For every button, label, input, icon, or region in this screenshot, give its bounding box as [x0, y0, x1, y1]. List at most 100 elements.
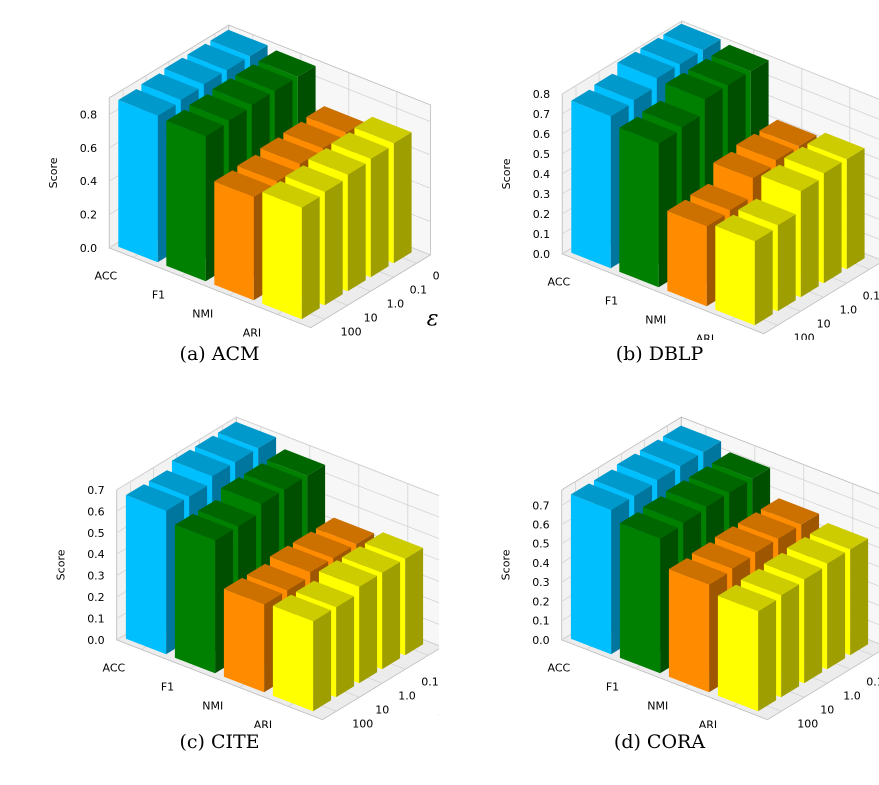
z-tick-label: 0.0 — [533, 248, 551, 261]
bar-top — [197, 499, 257, 527]
bar-front — [668, 569, 710, 693]
bar-top — [784, 146, 842, 174]
subplot-cora: 0.0 0.1 0.2 0.3 0.4 0.5 0.6 0.7 Score ACC F1 NMI ARI… — [440, 398, 879, 785]
bar-top — [760, 498, 820, 525]
bar-ari-eps-100 — [262, 181, 320, 320]
bar-top — [738, 198, 796, 226]
bar-top — [341, 546, 401, 573]
bar-top — [285, 165, 343, 192]
bar-top — [260, 137, 318, 164]
bar-top — [737, 512, 797, 539]
bar-top — [189, 94, 247, 121]
bar-top — [306, 106, 364, 133]
bar-front — [571, 100, 611, 269]
eps-tick-label: 1.0 — [398, 689, 416, 702]
metric-tick-label: F1 — [606, 680, 619, 693]
bar-front — [118, 100, 158, 263]
subplot-dblp: 0.0 0.1 0.2 0.3 0.4 0.5 0.6 0.7 0.8 Score ACC F1 NMI… — [440, 0, 879, 387]
bar-top — [619, 512, 679, 539]
bar-front — [272, 605, 314, 712]
z-axis-label: Score — [500, 549, 513, 580]
bar-top — [759, 119, 817, 147]
bar-top — [570, 483, 630, 510]
bar-top — [711, 452, 771, 479]
bar-top — [668, 558, 728, 585]
bar-top — [662, 425, 722, 453]
bar-top — [166, 109, 224, 137]
bars-group — [571, 23, 865, 326]
metric-tick-label: NMI — [202, 699, 223, 712]
metric-tick-label: ARI — [699, 718, 717, 728]
bar-side — [777, 214, 796, 312]
eps-tick-label: 1.0 — [840, 303, 858, 316]
z-tick-label: 0.6 — [87, 505, 105, 518]
bar-top — [220, 477, 280, 504]
z-tick-label: 0.0 — [532, 634, 550, 647]
z-tick-label: 0.1 — [87, 612, 105, 625]
metric-tick-label: ACC — [94, 269, 117, 282]
eps-tick-label: 100 — [352, 717, 373, 728]
bar-top — [258, 50, 316, 77]
z-axis-label: Score — [500, 158, 513, 189]
bar-top — [214, 170, 272, 197]
bar-top — [272, 594, 332, 622]
bar-side — [823, 162, 842, 284]
caption-dblp: (b) DBLP — [615, 343, 704, 365]
metric-tick-label: F1 — [152, 288, 165, 301]
bar-side — [347, 163, 366, 292]
z-tick-label: 0.1 — [533, 228, 551, 241]
bar-side — [370, 148, 389, 278]
z-tick-label: 0.3 — [87, 570, 105, 583]
z-tick-label: 0.6 — [532, 519, 550, 532]
bar-top — [235, 64, 293, 91]
bar-ari-eps-100 — [717, 584, 777, 712]
eps-tick-label: 10 — [375, 703, 389, 716]
bar-side — [781, 584, 800, 698]
z-tick-label: 0.5 — [532, 538, 550, 551]
bar-top — [667, 199, 725, 227]
bar-top — [763, 552, 823, 580]
bar-top — [617, 51, 675, 79]
metric-tick-label: ACC — [547, 661, 570, 674]
bar-top — [194, 435, 254, 463]
bars-group — [570, 425, 869, 712]
z-tick-label: 0.5 — [87, 527, 105, 540]
chart-dblp: 0.0 0.1 0.2 0.3 0.4 0.5 0.6 0.7 0.8 Score ACC F1 NMI… — [500, 20, 879, 340]
bar-front — [717, 595, 759, 712]
bar-top — [308, 148, 366, 175]
bar-top — [717, 584, 777, 612]
bar-top — [663, 23, 721, 51]
bar-top — [688, 58, 746, 86]
bar-top — [318, 560, 378, 587]
bar-top — [688, 466, 748, 493]
chart-cora: 0.0 0.1 0.2 0.3 0.4 0.5 0.6 0.7 Score ACC F1 NMI ARI… — [500, 416, 879, 728]
gridline-z — [116, 416, 439, 497]
bar-top — [283, 121, 341, 149]
bar-side — [804, 568, 823, 684]
bar-side — [336, 596, 355, 698]
bar-top — [691, 542, 751, 569]
bar-ari-eps-100 — [272, 594, 332, 712]
bar-top — [740, 568, 800, 596]
bar-top — [711, 44, 769, 72]
bar-top — [809, 523, 869, 550]
bar-top — [164, 57, 222, 85]
bar-side — [324, 181, 343, 306]
bar-top — [665, 480, 725, 507]
bar-top — [210, 29, 268, 57]
bar-front — [262, 192, 302, 320]
bar-front — [570, 494, 612, 655]
z-tick-label: 0.2 — [80, 209, 98, 222]
metric-tick-label: ARI — [696, 332, 714, 340]
subplot-cite: 0.0 0.1 0.2 0.3 0.4 0.5 0.6 0.7 Score ACC F1 NMI ARI… — [0, 398, 439, 785]
bar-top — [262, 181, 320, 208]
eps-tick-label: 0.1 — [421, 675, 439, 688]
bar-top — [266, 449, 326, 476]
metric-tick-label: ARI — [243, 326, 261, 339]
z-axis-label: Score — [55, 549, 68, 580]
bar-top — [125, 484, 185, 511]
eps-tick-label: 100 — [794, 331, 815, 340]
bar-top — [292, 531, 352, 559]
bar-top — [639, 439, 699, 467]
